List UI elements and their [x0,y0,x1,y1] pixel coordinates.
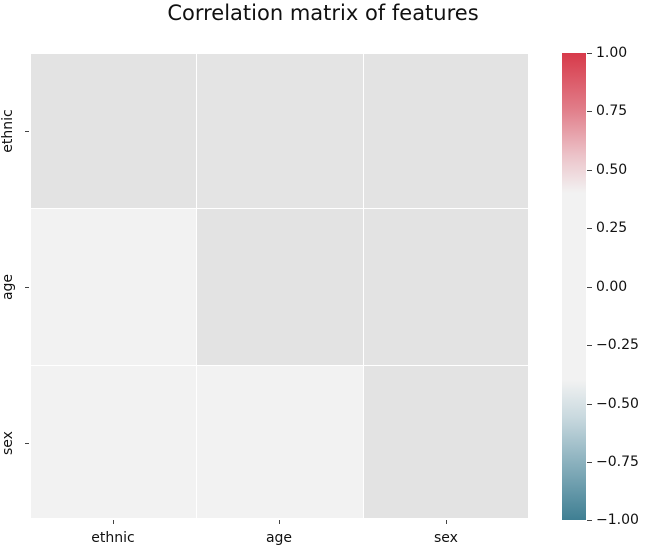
cell-age-ethnic [30,208,197,366]
colorbar-tick [587,287,592,288]
colorbar [562,53,586,520]
xtick-label-ethnic: ethnic [91,530,135,546]
colorbar-tick-label: −0.75 [596,454,639,470]
xtick-mark-age [279,520,280,524]
ytick-label-age: age [0,273,16,301]
cell-age-age [196,208,364,366]
colorbar-tick [587,111,592,112]
colorbar-tick [587,170,592,171]
cell-age-sex [363,208,529,366]
cell-ethnic-ethnic [30,53,197,209]
colorbar-tick [587,53,592,54]
colorbar-tick-label: 0.75 [596,103,628,119]
colorbar-tick [587,462,592,463]
ytick-label-sex: sex [0,431,16,455]
colorbar-tick-label: −0.50 [596,396,639,412]
ytick-mark-sex [25,443,29,444]
cell-ethnic-sex [363,53,529,209]
cell-sex-ethnic [30,365,197,519]
heatmap-grid [30,53,529,519]
xtick-mark-sex [446,520,447,524]
colorbar-tick [587,228,592,229]
cell-ethnic-age [196,53,364,209]
colorbar-tick-label: 0.25 [596,220,628,236]
cell-sex-sex [363,365,529,519]
xtick-mark-ethnic [113,520,114,524]
colorbar-tick-label: 0.00 [596,279,628,295]
chart-title-text: Correlation matrix of features [167,1,479,25]
chart-title: Correlation matrix of features [0,0,646,28]
colorbar-tick-label: 1.00 [596,45,628,61]
colorbar-tick-label: 0.50 [596,162,628,178]
xtick-label-age: age [265,530,293,546]
cell-sex-age [196,365,364,519]
colorbar-tick [587,520,592,521]
colorbar-tick [587,345,592,346]
ytick-label-ethnic: ethnic [0,109,16,153]
colorbar-tick-label: −0.25 [596,337,639,353]
colorbar-tick [587,404,592,405]
xtick-label-sex: sex [434,530,458,546]
colorbar-tick-label: −1.00 [596,512,639,528]
ytick-mark-age [25,287,29,288]
ytick-mark-ethnic [25,131,29,132]
